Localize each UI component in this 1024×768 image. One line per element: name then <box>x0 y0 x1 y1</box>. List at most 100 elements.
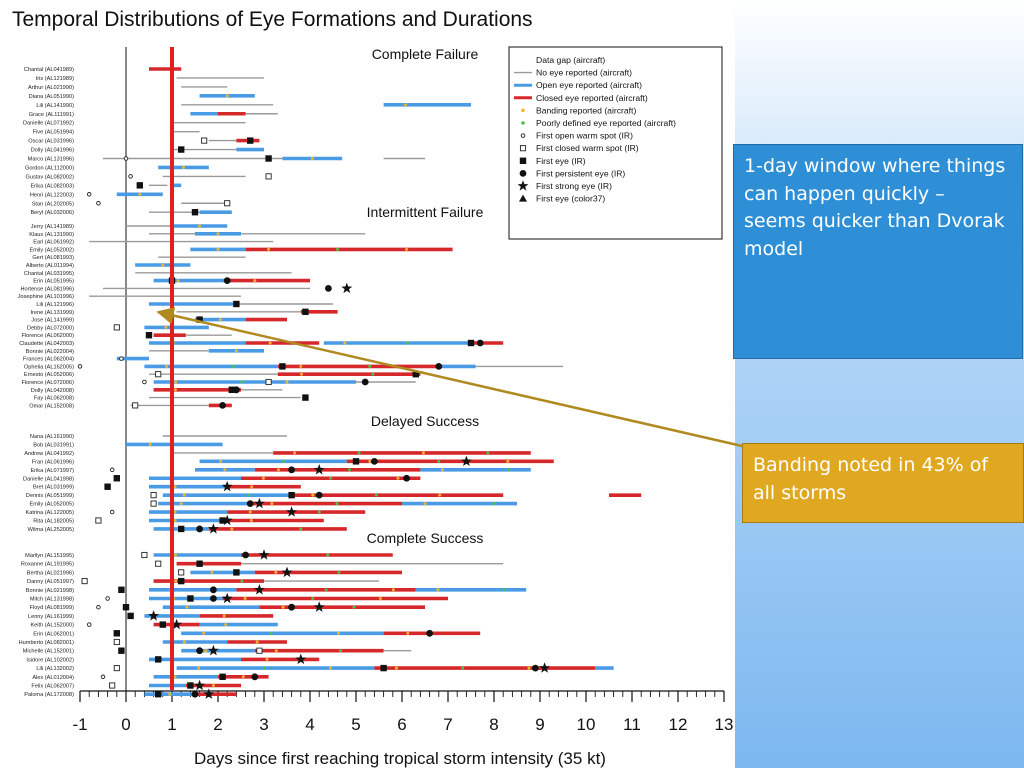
first-strong-eye-marker <box>221 592 233 604</box>
poorly-defined-dot <box>240 579 244 583</box>
first-persistent-eye-marker <box>251 673 259 681</box>
banding-dot <box>368 459 372 463</box>
first-eye-ir-marker <box>159 621 166 628</box>
first-persistent-eye-marker <box>403 474 410 482</box>
banding-dot <box>506 459 510 463</box>
first-strong-eye-marker <box>221 480 233 492</box>
first-eye-ir-marker <box>233 569 240 576</box>
first-persistent-eye-marker <box>242 551 250 559</box>
storm-row: Dolly (AL042008) <box>31 386 283 394</box>
first-strong-eye-marker <box>313 601 325 612</box>
storm-row: Chantal (AL041989) <box>24 67 182 73</box>
banding-dot <box>224 623 228 627</box>
banding-dot <box>173 553 177 557</box>
legend-label: First closed warm spot (IR) <box>536 143 639 153</box>
banding-dot <box>165 364 169 368</box>
first-eye-ir-marker <box>233 300 240 308</box>
chart-title: Temporal Distributions of Eye Formations… <box>12 8 533 31</box>
first-eye-ir-marker <box>196 560 203 567</box>
storm-row: Debby (AL072000) <box>27 324 209 331</box>
first-open-warm-spot-marker <box>520 133 526 138</box>
storm-row: Roxanne (AL191995) <box>21 560 504 568</box>
storm-row: Emily (AL052005) <box>30 497 517 509</box>
first-eye-ir-marker <box>118 647 125 654</box>
callout-arrow <box>156 306 743 448</box>
banding-dot <box>248 510 252 514</box>
first-eye-ir-marker <box>136 182 143 189</box>
banding-dot <box>230 527 234 531</box>
one-day-window-text: 1-day window where things can happen qui… <box>744 155 1006 260</box>
poorly-defined-dot <box>339 649 343 653</box>
storm-row: Diana (AL051990) <box>29 94 255 100</box>
banding-dot <box>176 279 180 283</box>
first-persistent-eye-marker <box>435 363 443 370</box>
first-closed-warm-spot-marker <box>256 647 263 654</box>
banding-dot <box>182 165 185 169</box>
first-persistent-eye-marker <box>246 500 254 507</box>
storm-row: Lili (AL121996) <box>36 300 333 308</box>
poorly-defined-dot <box>311 597 315 600</box>
storm-row: Chantal (AL031995) <box>24 271 292 277</box>
banding-dot <box>173 519 177 522</box>
storm-row: Gordon (AL112000) <box>25 165 209 171</box>
legend-label: First eye (IR) <box>536 156 586 166</box>
storm-row: Lenny (AL161999) <box>28 610 274 621</box>
first-closed-warm-spot-marker <box>81 578 88 585</box>
banding-dot <box>265 657 269 661</box>
first-open-warm-spot-marker <box>96 604 101 610</box>
storm-row: Danielle (AL041998) <box>23 474 421 482</box>
banding-dot <box>337 631 341 635</box>
banding-dot <box>253 279 257 283</box>
storm-label: Emily (AL052002) <box>30 247 75 253</box>
storm-row: Floyd (AL081999) <box>30 601 425 612</box>
banding-dot <box>436 588 440 592</box>
x-axis-label: Days since first reaching tropical storm… <box>194 749 606 768</box>
banding-dot <box>174 380 178 384</box>
storm-label: Roxanne (AL191995) <box>21 562 74 568</box>
banding-dot <box>274 649 278 653</box>
banding-dot <box>276 468 280 472</box>
first-open-warm-spot-marker <box>142 379 147 385</box>
banding-dot <box>311 493 315 497</box>
banding-dot <box>421 451 425 455</box>
banding-dot <box>440 468 444 472</box>
storm-label: Erika (AL071997) <box>30 468 74 474</box>
x-tick-label: 9 <box>535 715 544 734</box>
legend-label: Banding reported (aircraft) <box>536 105 636 115</box>
storm-row: Alex (AL012004) <box>32 673 269 681</box>
group-header: Complete Failure <box>372 46 479 62</box>
group-header: Complete Success <box>367 530 484 546</box>
storm-label: Chantal (AL041989) <box>24 67 74 73</box>
storm-row: Erin (AL062001) <box>33 629 481 637</box>
banding-callout: Banding noted in 43% of all storms <box>742 443 1024 523</box>
storm-label: Marco (AL131996) <box>28 157 74 163</box>
x-axis: -1 0 1 2 3 4 5 6 7 8 9 10 11 12 13 <box>72 47 733 734</box>
legend-entry: No eye reported (aircraft) <box>514 68 632 78</box>
legend-label: Data gap (aircraft) <box>536 55 605 65</box>
poorly-defined-dot <box>437 459 441 463</box>
storm-row: Michelle (AL152001) <box>23 644 412 656</box>
storm-row: Bob (AL031991) <box>33 442 223 448</box>
legend-box <box>508 46 723 240</box>
storm-label: Earl (AL061992) <box>33 240 74 246</box>
banding-dot <box>250 485 254 489</box>
first-strong-eye-marker <box>313 464 325 475</box>
storm-label: Arthur (AL021990) <box>28 85 74 91</box>
x-tick-label: 8 <box>489 715 498 734</box>
storm-label: Dolly (AL041996) <box>31 148 74 154</box>
storm-row: Felix (AL062007) <box>31 679 241 691</box>
banding-dot <box>300 372 304 376</box>
storm-label: Iris (AL121989) <box>36 76 74 82</box>
storm-label: Paloma (AL172008) <box>24 692 74 698</box>
poorly-defined-dot <box>357 451 361 455</box>
storm-rows: Chantal (AL041989) Iris (AL121989) Arthur … <box>18 67 642 699</box>
banding-dot <box>285 380 289 384</box>
group-header: Intermittent Failure <box>367 204 484 220</box>
storm-row: Stan (AL202005) <box>32 200 231 207</box>
first-strong-eye-marker <box>253 497 265 509</box>
storm-label: Dennis (AL051999) <box>26 493 74 499</box>
banding-dot <box>179 502 183 506</box>
storm-label: Debby (AL072000) <box>27 325 74 331</box>
storm-row: Bertha (AL021996) <box>27 566 402 578</box>
banding-dot <box>405 247 409 251</box>
